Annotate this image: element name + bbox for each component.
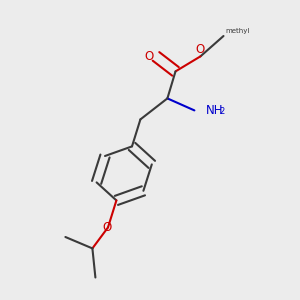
Text: O: O	[145, 50, 154, 63]
Text: methyl: methyl	[225, 28, 249, 34]
Text: O: O	[102, 221, 111, 234]
Text: NH: NH	[206, 104, 223, 117]
Text: O: O	[196, 43, 205, 56]
Text: 2: 2	[219, 107, 225, 116]
